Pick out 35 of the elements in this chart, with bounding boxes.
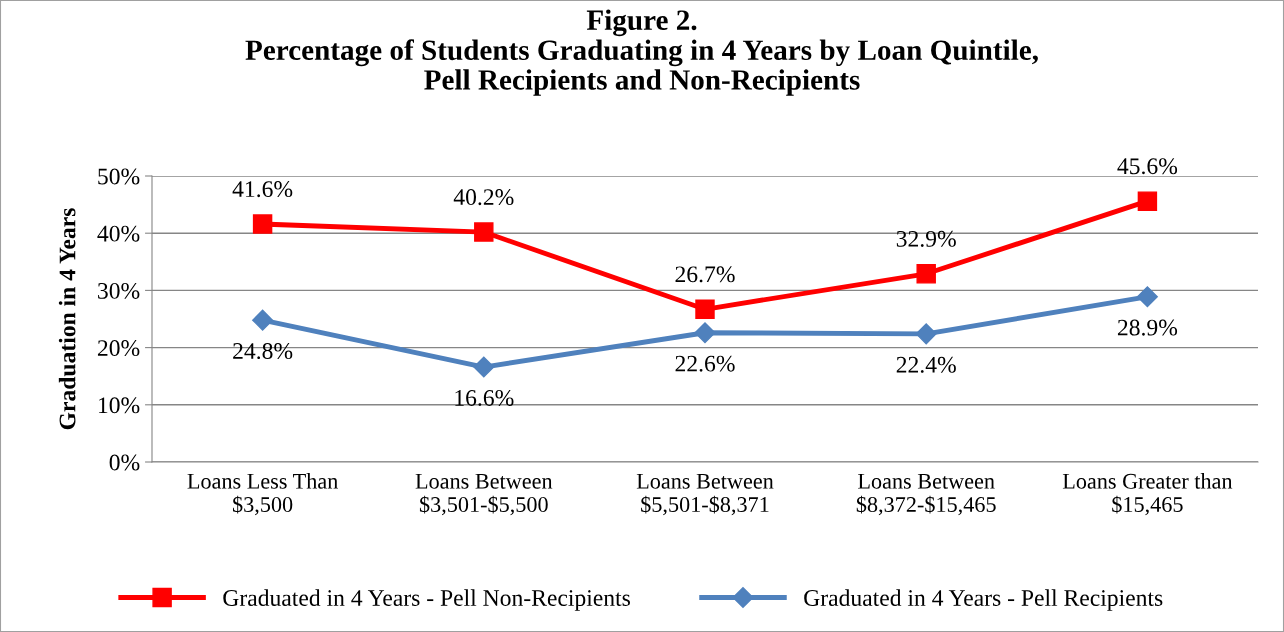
point <box>252 214 273 234</box>
y-tick-label: 50% <box>98 168 140 185</box>
y-tick-label: 30% <box>98 282 140 299</box>
data-label: 40.2% <box>453 189 514 206</box>
y-axis-title: Graduation in 4 Years <box>58 208 76 430</box>
data-label: 32.9% <box>896 230 956 247</box>
data-label: 45.6% <box>1117 158 1178 175</box>
data-label: 24.8% <box>233 343 293 360</box>
point <box>916 264 936 284</box>
point <box>915 323 937 345</box>
x-tick-label: Loans Less Than $3,500 <box>187 473 338 516</box>
x-tick-label: Loans Between $5,501-$8,371 <box>636 473 774 516</box>
x-tick-label: Loans Between $3,501-$5,500 <box>415 473 553 516</box>
data-label: 22.6% <box>675 355 735 372</box>
data-label: 22.4% <box>896 356 956 373</box>
y-tick-label: 20% <box>97 340 140 357</box>
point <box>252 309 274 331</box>
point <box>694 322 716 344</box>
point <box>1136 286 1158 308</box>
chart-title: Figure 2. Percentage of Students Graduating in 4 Years by Loan Quintile, Pell Recipients and Non-Recipients <box>245 9 1038 96</box>
point <box>695 299 715 319</box>
y-tick-label: 40% <box>97 225 140 242</box>
x-tick-label: Loans Greater than $15,465 <box>1062 473 1233 516</box>
point <box>474 222 494 242</box>
point <box>1137 191 1158 211</box>
legend-label: Graduated in 4 Years - Pell Non-Recipients <box>223 589 630 611</box>
data-label: 16.6% <box>455 389 514 406</box>
data-label: 28.9% <box>1117 319 1178 336</box>
y-tick-label: 10% <box>98 397 140 414</box>
point <box>473 356 495 378</box>
data-label: 41.6% <box>232 181 293 198</box>
data-label: 26.7% <box>675 266 735 283</box>
y-tick-label: 0% <box>109 454 140 471</box>
x-tick-label: Loans Between $8,372-$15,465 <box>856 473 996 516</box>
legend-label: Graduated in 4 Years - Pell Recipients <box>804 589 1163 611</box>
